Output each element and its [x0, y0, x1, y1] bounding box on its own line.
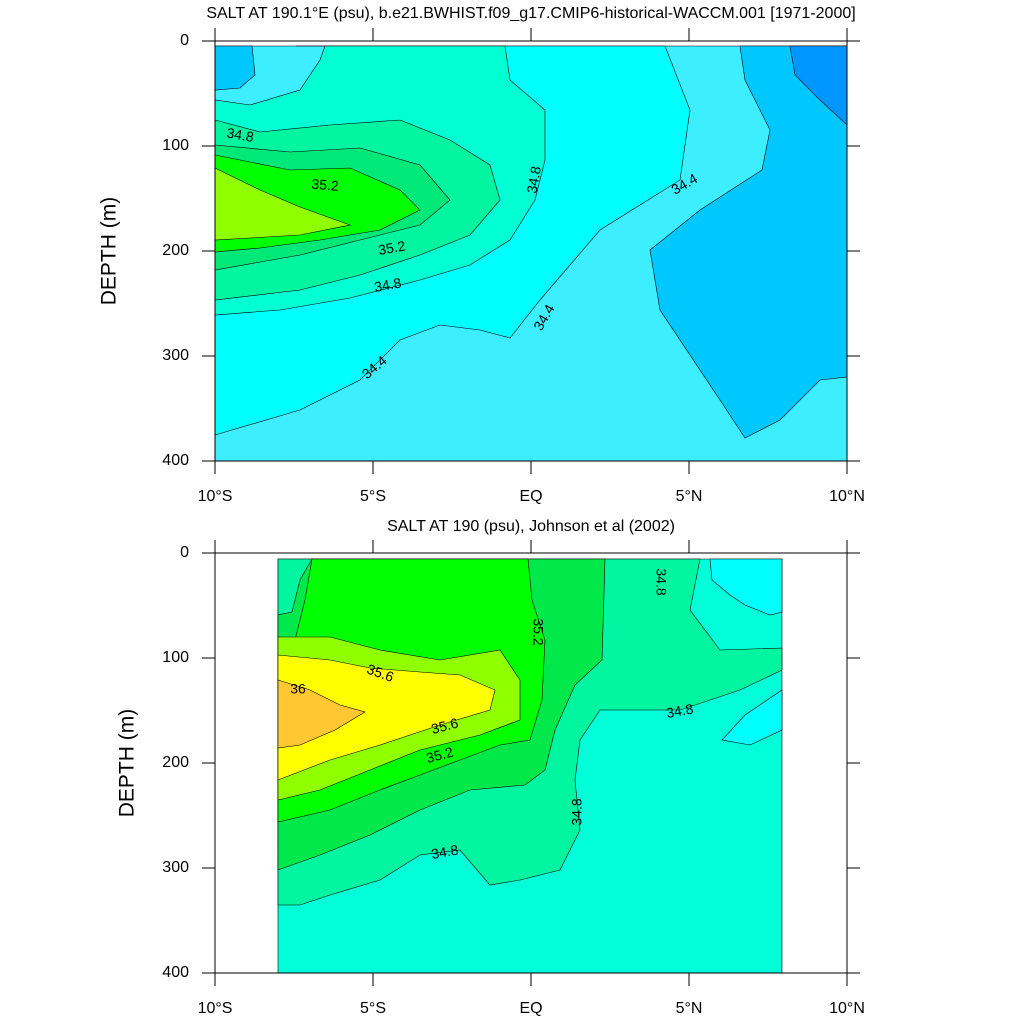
x-tick-label: 10°S	[198, 488, 233, 505]
chart-title: SALT AT 190.1°E (psu), b.e21.BWHIST.f09_…	[206, 5, 855, 22]
contour-band	[277, 679, 366, 749]
contour-label: 34.8	[665, 700, 695, 721]
contour-label: 35.2	[377, 237, 407, 258]
contour-band	[709, 558, 783, 616]
chart-title: SALT AT 190 (psu), Johnson et al (2002)	[387, 518, 675, 535]
contour-label: 34.8	[653, 568, 669, 595]
x-tick-label: 5°N	[676, 488, 703, 505]
contour-label: 34.8	[225, 124, 255, 145]
panel: SALT AT 190 (psu), Johnson et al (2002) D…	[116, 518, 865, 1017]
y-tick-label: 400	[162, 452, 189, 469]
x-tick-label: 5°S	[360, 488, 386, 505]
y-axis-label: DEPTH (m)	[98, 197, 121, 306]
y-tick-label: 300	[162, 347, 189, 364]
contour-label: 35.2	[311, 176, 340, 194]
contour-label: 34.8	[569, 798, 585, 825]
y-tick-label: 0	[180, 32, 189, 49]
contour-band	[789, 45, 848, 126]
x-tick-label: 10°S	[198, 1000, 233, 1017]
y-tick-label: 200	[162, 242, 189, 259]
x-tick-label: 5°S	[360, 1000, 386, 1017]
contour-band	[214, 167, 352, 241]
y-tick-label: 400	[162, 964, 189, 981]
x-tick-label: EQ	[519, 488, 542, 505]
contour-band	[277, 654, 496, 781]
y-axis-label: DEPTH (m)	[116, 709, 139, 818]
x-tick-label: 10°N	[829, 1000, 865, 1017]
contour-label: 35.2	[424, 743, 455, 766]
contour-fill	[214, 45, 848, 462]
contour-band	[649, 45, 848, 461]
contour-label: 35.2	[530, 618, 546, 645]
y-tick-label: 100	[162, 649, 189, 666]
x-tick-label: EQ	[519, 1000, 542, 1017]
contour-label: 34.8	[373, 274, 403, 295]
x-tick-label: 5°N	[676, 1000, 703, 1017]
y-tick-label: 200	[162, 754, 189, 771]
x-tick-label: 10°N	[829, 488, 865, 505]
contour-band	[721, 689, 783, 746]
y-tick-label: 300	[162, 859, 189, 876]
contour-label: 34.8	[523, 165, 544, 195]
y-tick-label: 100	[162, 137, 189, 154]
contour-fill	[277, 558, 783, 974]
y-tick-label: 0	[180, 544, 189, 561]
contour-label: 34.8	[430, 841, 460, 862]
panel: SALT AT 190.1°E (psu), b.e21.BWHIST.f09_…	[98, 5, 865, 505]
contour-label: 35.6	[429, 714, 460, 737]
contour-label: 36	[290, 681, 306, 697]
